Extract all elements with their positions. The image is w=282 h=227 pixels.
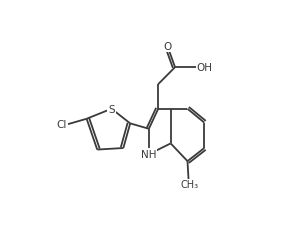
- Text: Cl: Cl: [57, 120, 67, 130]
- Text: CH₃: CH₃: [180, 180, 199, 190]
- Text: NH: NH: [141, 150, 157, 160]
- Text: S: S: [108, 104, 115, 114]
- Text: OH: OH: [197, 63, 213, 73]
- Text: O: O: [164, 42, 172, 52]
